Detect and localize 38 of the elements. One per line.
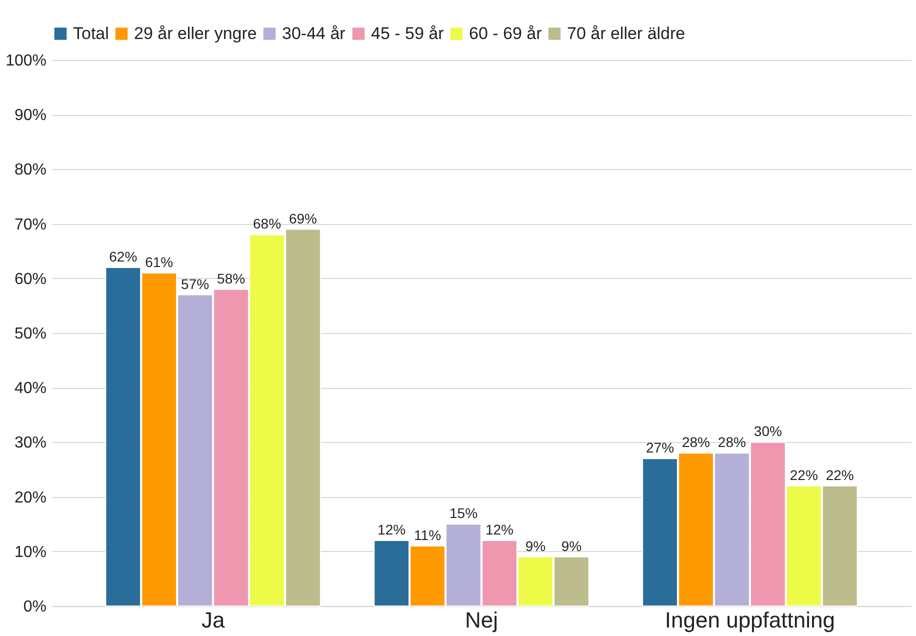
- data-label: 62%: [109, 248, 138, 264]
- x-tick-label: Nej: [464, 608, 498, 632]
- y-tick-label: 70%: [14, 216, 46, 234]
- data-label: 61%: [145, 254, 174, 270]
- y-tick-label: 30%: [14, 434, 46, 452]
- data-label: 58%: [217, 270, 246, 286]
- data-label: 27%: [646, 440, 674, 456]
- y-tick-label: 0%: [23, 598, 46, 616]
- data-label: 30%: [754, 423, 782, 440]
- y-tick-label: 20%: [14, 489, 46, 506]
- y-tick-label: 10%: [14, 544, 46, 561]
- legend-label: 29 år eller yngre: [134, 24, 257, 43]
- legend-label: 30-44 år: [282, 24, 346, 43]
- x-tick-label: Ja: [201, 608, 226, 632]
- data-label: 12%: [485, 521, 514, 538]
- data-label: 9%: [561, 538, 582, 554]
- legend-label: 60 - 69 år: [469, 24, 542, 43]
- data-label: 28%: [718, 434, 746, 450]
- x-tick-label: Ingen uppfattning: [664, 608, 835, 632]
- y-tick-label: 50%: [14, 326, 46, 342]
- data-label: 28%: [682, 434, 710, 450]
- y-tick-label: 80%: [14, 162, 46, 179]
- data-label: 22%: [790, 466, 818, 483]
- y-tick-label: 100%: [6, 52, 46, 70]
- data-label: 15%: [450, 505, 478, 522]
- legend-label: 70 år eller äldre: [567, 24, 686, 43]
- data-label: 11%: [414, 526, 442, 543]
- data-label: 69%: [288, 210, 318, 226]
- data-label: 22%: [826, 466, 854, 483]
- data-label: 68%: [253, 216, 282, 232]
- data-label: 12%: [378, 521, 406, 538]
- data-label: 9%: [525, 538, 546, 554]
- data-label: 57%: [181, 276, 210, 292]
- legend-label: Total: [73, 24, 109, 43]
- y-tick-label: 40%: [14, 380, 46, 398]
- legend-label: 45 - 59 år: [371, 24, 444, 43]
- y-tick-label: 90%: [14, 107, 46, 124]
- y-tick-label: 60%: [14, 270, 46, 288]
